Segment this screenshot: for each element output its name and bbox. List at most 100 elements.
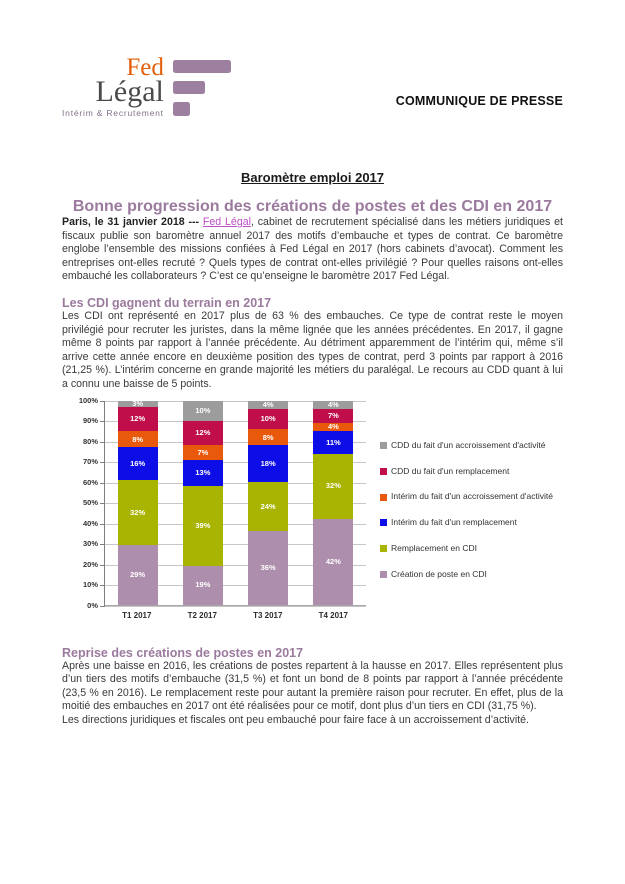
chart-legend: CDD du fait d'un accroissement d'activit… <box>380 439 562 580</box>
bar-segment-label: 4% <box>327 399 339 409</box>
gridline <box>100 605 366 607</box>
y-tick-label: 30% <box>82 539 98 549</box>
gridline <box>100 482 366 484</box>
bar-segment: 7% <box>313 408 354 423</box>
section-heading-reprise: Reprise des créations de postes en 2017 <box>62 645 304 660</box>
stacked-bar: 4% 7% 4% 11% 32% 42% <box>313 399 354 605</box>
x-tick-label: T4 2017 <box>318 610 348 620</box>
gridline <box>100 503 366 505</box>
bar-segment: 19% <box>182 565 223 605</box>
bar-segment: 10% <box>248 408 289 430</box>
reprise-body2: Les directions juridiques et fiscales on… <box>62 713 529 726</box>
bar-segment: 4% <box>313 399 354 409</box>
stacked-bar: 3% 12% 8% 16% 32% 29% <box>117 398 158 605</box>
legend-swatch-icon <box>380 519 387 527</box>
bar-segment-label: 10% <box>260 414 276 424</box>
x-tick-label: T1 2017 <box>122 610 152 620</box>
section-heading-cdi: Les CDI gagnent du terrain en 2017 <box>62 295 272 310</box>
intro-paragraph: Paris, le 31 janvier 2018 --- Fed Légal,… <box>62 216 563 284</box>
bar-segment: 18% <box>248 445 289 483</box>
bar-segment: 4% <box>248 399 289 409</box>
bar-segment-label: 32% <box>325 481 341 491</box>
bar-segment-label: 24% <box>260 501 276 511</box>
gridline <box>100 544 366 546</box>
bar-segment: 8% <box>248 429 289 446</box>
bar-segment-label: 36% <box>260 563 276 573</box>
document-headline: Bonne progression des créations de poste… <box>72 198 553 215</box>
legend-label: Intérim du fait d'un accroissement d'act… <box>391 491 553 502</box>
bar-segment-label: 42% <box>325 556 341 566</box>
bar-segment-label: 4% <box>327 422 339 432</box>
bar-segment-label: 16% <box>130 459 146 469</box>
bar-segment-label: 32% <box>130 507 146 517</box>
legend-item: Remplacement en CDI <box>380 543 562 553</box>
legend-label: Intérim du fait d'un remplacement <box>391 517 517 528</box>
gridline <box>100 441 366 443</box>
f-mark-bar-middle <box>172 81 205 94</box>
gridline <box>100 585 366 587</box>
y-tick-label: 70% <box>82 457 98 467</box>
y-tick-label: 60% <box>82 477 98 487</box>
bar-t1-2017: 3% 12% 8% 16% 32% 29% <box>105 398 170 605</box>
header: Fed Légal Intérim & Recrutement COMMUNIQ… <box>62 52 563 132</box>
logo-text: Fed Légal Intérim & Recrutement <box>62 52 164 118</box>
bar-segment: 7% <box>182 445 223 460</box>
bar-segment: 12% <box>117 406 158 432</box>
bar-segment-label: 12% <box>195 428 211 438</box>
legend-swatch-icon <box>380 493 387 501</box>
intro-body: , cabinet de recrutement spécialisé dans… <box>62 216 563 283</box>
cdi-paragraph: Les CDI ont représenté en 2017 plus de 6… <box>62 309 563 390</box>
y-tick-label: 80% <box>82 436 98 446</box>
y-tick-label: 40% <box>82 518 98 528</box>
bar-segment-label: 7% <box>327 411 339 421</box>
bar-segment-label: 12% <box>130 414 146 424</box>
legend-item: Création de poste en CDI <box>380 568 562 579</box>
gridline <box>100 564 366 566</box>
legend-swatch-icon <box>380 545 387 553</box>
chart-plot-wrap: 3% 12% 8% 16% 32% 29% 10% 12% 7% 13% 39% 19% 4% 10% 8%… <box>100 398 366 620</box>
chart-bars: 3% 12% 8% 16% 32% 29% 10% 12% 7% 13% 39% 19% 4% 10% 8%… <box>105 398 366 605</box>
chart-y-axis: 0% 10% 20% 30% 40% 50% 60% 70% 80% 90% 100% <box>62 397 104 609</box>
bar-segment-label: 13% <box>195 468 211 478</box>
gridline <box>100 462 366 464</box>
legend-label: CDD du fait d'un accroissement d'activit… <box>391 439 546 450</box>
gridline <box>100 421 366 423</box>
y-tick-label: 20% <box>82 559 98 569</box>
bar-segment-label: 8% <box>132 434 144 444</box>
legend-label: Création de poste en CDI <box>391 568 487 579</box>
chart-x-axis: T1 2017 T2 2017 T3 2017 T4 2017 <box>104 611 366 620</box>
fed-legal-link[interactable]: Fed Légal <box>202 216 251 228</box>
bar-segment-label: 3% <box>132 398 144 408</box>
bar-segment: 29% <box>117 545 158 605</box>
reprise-paragraph: Après une baisse en 2016, les créations … <box>62 660 563 728</box>
bar-segment-label: 18% <box>260 459 276 469</box>
chart-plot: 3% 12% 8% 16% 32% 29% 10% 12% 7% 13% 39% 19% 4% 10% 8%… <box>100 398 366 607</box>
bar-segment-label: 19% <box>195 580 211 590</box>
bar-segment: 8% <box>117 431 158 448</box>
bar-segment: 24% <box>248 482 289 532</box>
legend-swatch-icon <box>380 441 387 449</box>
employment-chart: 0% 10% 20% 30% 40% 50% 60% 70% 80% 90% 100% 3% 12% 8… <box>62 397 563 620</box>
document-subtitle: Baromètre emploi 2017 <box>240 170 385 185</box>
bar-segment: 11% <box>313 431 354 454</box>
logo-tagline: Intérim & Recrutement <box>62 108 164 118</box>
stacked-bar: 10% 12% 7% 13% 39% 19% <box>182 400 223 605</box>
bar-segment-label: 10% <box>195 405 211 415</box>
y-tick-label: 10% <box>82 580 98 590</box>
legend-item: Intérim du fait d'un remplacement <box>380 517 562 528</box>
bar-segment: 42% <box>313 518 354 605</box>
reprise-body: Après une baisse en 2016, les créations … <box>62 659 563 713</box>
bar-segment: 16% <box>117 447 158 481</box>
x-tick-label: T3 2017 <box>253 610 283 620</box>
bar-segment-label: 7% <box>197 447 209 457</box>
bar-segment: 10% <box>182 400 223 421</box>
bar-segment-label: 4% <box>262 399 274 409</box>
legend-item: CDD du fait d'un accroissement d'activit… <box>380 439 562 450</box>
fed-f-mark-icon <box>172 52 231 124</box>
press-release-label: COMMUNIQUE DE PRESSE <box>395 94 563 108</box>
bar-segment-label: 11% <box>326 437 341 447</box>
legend-swatch-icon <box>380 467 387 475</box>
gridline <box>100 523 366 525</box>
bar-t2-2017: 10% 12% 7% 13% 39% 19% <box>170 400 235 605</box>
